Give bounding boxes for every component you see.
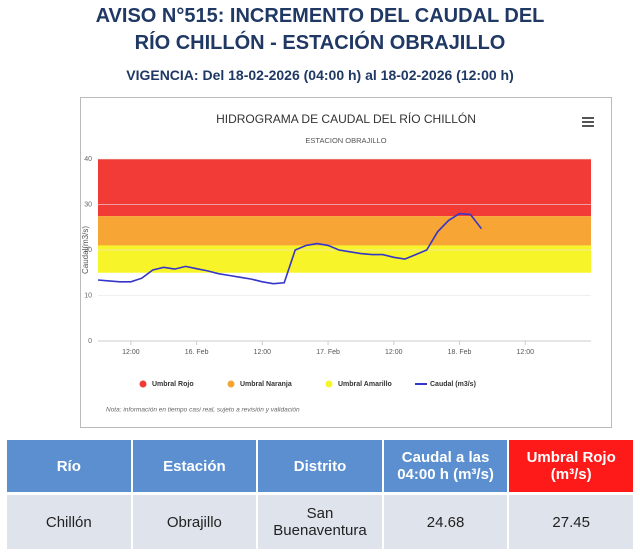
threshold-band [98,216,591,246]
legend-label: Umbral Rojo [152,381,194,388]
column-header: Umbral Rojo (m³/s) [509,440,633,492]
x-tick-label: 12:00 [517,349,535,356]
x-tick-label: 16. Feb [185,349,209,356]
legend-label: Umbral Naranja [240,381,292,388]
x-tick-label: 12:00 [122,349,140,356]
y-tick-label: 40 [84,156,92,163]
y-axis-label: Caudal(m3/s) [81,226,90,274]
y-tick-label: 10 [84,292,92,299]
table-cell: Chillón [7,495,131,549]
column-header: Estación [132,440,257,492]
title-line: RÍO CHILLÓN - ESTACIÓN OBRAJILLO [134,32,506,54]
x-tick-label: 18. Feb [448,349,472,356]
column-header: Caudal a las 04:00 h (m³/s) [383,440,508,492]
legend-swatch [139,380,147,388]
chart-note: Nota: información en tiempo casi real, s… [106,407,300,414]
y-tick-label: 30 [84,201,92,208]
validity: VIGENCIA: Del 18-02-2026 (04:00 h) al 18… [126,67,514,83]
x-tick-label: 12:00 [254,349,272,356]
legend-swatch [325,380,333,388]
header: AVISO N°515: INCREMENTO DEL CAUDAL DEL R… [0,0,640,57]
x-tick-label: 17. Feb [316,349,340,356]
threshold-band [98,159,591,217]
column-header: Río [7,440,131,492]
legend-swatch [227,380,235,388]
column-header: Distrito [258,440,382,492]
y-tick-label: 0 [88,338,92,345]
table-cell: San Buenaventura [258,495,382,549]
chart-box: HIDROGRAMA DE CAUDAL DEL RÍO CHILLÓN EST… [80,97,612,428]
chart-subtitle: ESTACION OBRAJILLO [305,136,386,145]
table-cell: 27.45 [509,495,633,549]
x-tick-label: 12:00 [385,349,403,356]
table-cell: 24.68 [383,495,508,549]
chart-title: HIDROGRAMA DE CAUDAL DEL RÍO CHILLÓN [216,111,476,126]
data-table: Río Estación Distrito Caudal a las 04:00 h … [5,437,635,552]
table-cell: Obrajillo [132,495,257,549]
y-tick-label: 20 [84,247,92,254]
table-row: Chillón Obrajillo San Buenaventura 24.68 27.… [7,495,633,549]
table-body: Chillón Obrajillo San Buenaventura 24.68 27.… [7,495,633,549]
menu-icon[interactable] [582,117,594,127]
chart: HIDROGRAMA DE CAUDAL DEL RÍO CHILLÓN EST… [81,111,594,414]
legend-label: Caudal (m3/s) [430,381,476,388]
header-row: Río Estación Distrito Caudal a las 04:00 h … [7,440,633,492]
flow-line [97,212,483,285]
legend-label: Umbral Amarillo [338,381,392,388]
title-line: AVISO N°515: INCREMENTO DEL CAUDAL DEL [95,5,545,27]
